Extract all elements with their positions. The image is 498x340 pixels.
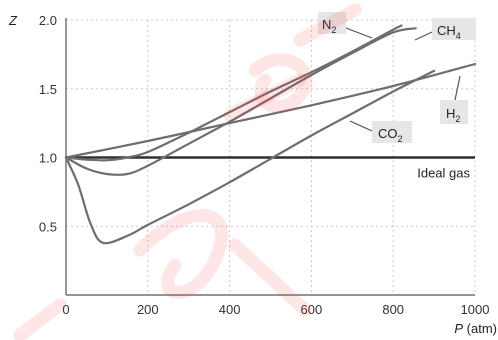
series-label-co2: CO2 <box>378 126 403 144</box>
x-axis-symbol: P <box>454 321 463 336</box>
x-tick-label: 0 <box>62 302 69 317</box>
series-label-box-n2 <box>318 12 346 34</box>
series-label-box-h2 <box>440 100 468 124</box>
series-line-ch4 <box>64 27 417 176</box>
series-label-main: N <box>322 17 331 32</box>
series-label-subscript: 2 <box>455 114 460 124</box>
series-label-leader-n2 <box>345 27 373 39</box>
x-tick-label: 600 <box>301 302 323 317</box>
series-label-main: CH <box>437 23 456 38</box>
y-axis-label: Z <box>8 13 18 28</box>
series-label-box-co2 <box>372 121 412 143</box>
series-label-box-ch4 <box>432 18 476 40</box>
x-axis-label: P (atm) <box>454 321 497 336</box>
series-label-leader-ch4 <box>414 31 433 41</box>
ideal-gas-label: Ideal gas <box>417 166 470 181</box>
series-label-leader-co2 <box>349 120 373 132</box>
series-label-subscript: 2 <box>331 25 336 35</box>
y-tick-label: 1.5 <box>39 82 57 97</box>
series-label-leader-h2 <box>454 75 461 101</box>
series-line-n2 <box>64 24 403 162</box>
series-label-n2: N2 <box>322 17 336 35</box>
x-tick-label: 1000 <box>461 302 490 317</box>
axes: 0 200 400 600 800 1000 0.5 1.0 1.5 2.0 Z P (atm) <box>8 13 497 336</box>
series-label-subscript: 4 <box>456 31 461 41</box>
series-label-main: H <box>446 106 455 121</box>
x-tick-label: 800 <box>382 302 404 317</box>
series-line-h2 <box>64 62 477 159</box>
y-tick-label: 1.0 <box>39 151 57 166</box>
x-tick-label: 200 <box>137 302 159 317</box>
watermark <box>13 3 362 340</box>
y-axis-symbol: Z <box>8 13 18 28</box>
series-label-subscript: 2 <box>398 134 403 144</box>
x-tick-label: 400 <box>219 302 241 317</box>
series-label-h2: H2 <box>446 106 460 124</box>
series-label-main: CO <box>378 126 398 141</box>
y-tick-label: 2.0 <box>39 13 57 28</box>
x-axis-unit: (atm) <box>463 321 497 336</box>
y-tick-label: 0.5 <box>39 219 57 234</box>
series-label-ch4: CH4 <box>437 23 461 41</box>
series-lines <box>64 24 477 245</box>
series-line-co2 <box>64 69 436 245</box>
